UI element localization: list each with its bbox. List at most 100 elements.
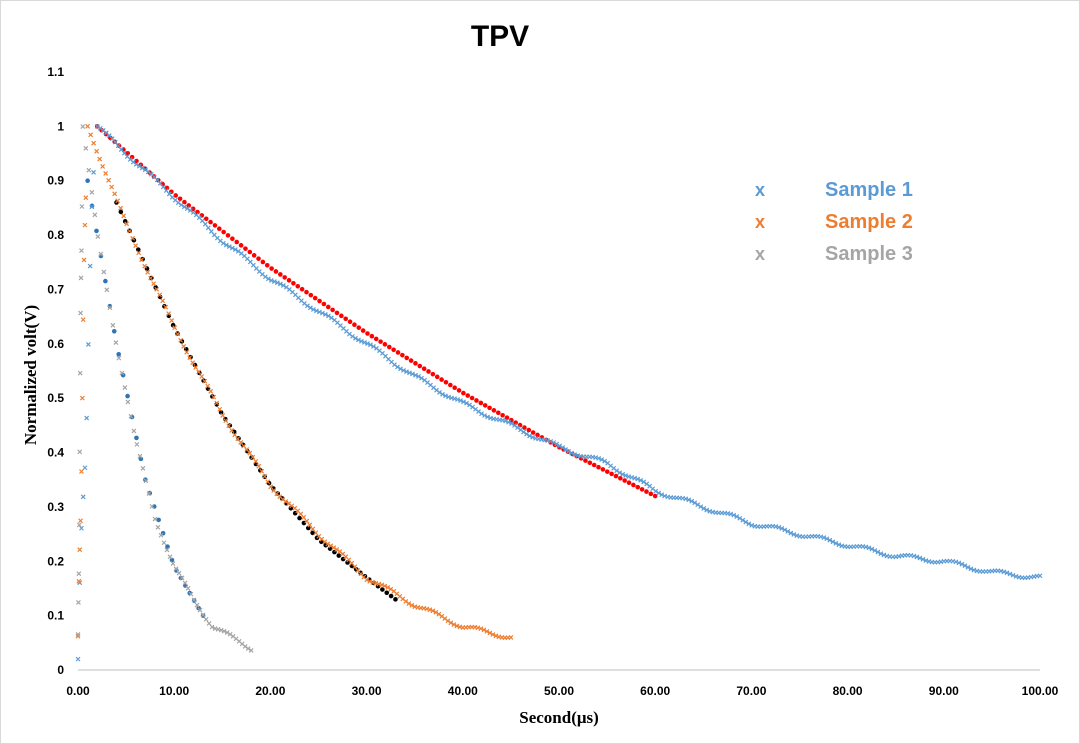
data-marker xyxy=(1010,572,1016,578)
data-marker xyxy=(80,124,86,129)
data-marker xyxy=(268,278,274,283)
data-marker xyxy=(128,413,134,419)
fit-point xyxy=(345,560,350,565)
data-marker xyxy=(1004,570,1010,576)
data-marker xyxy=(409,602,415,608)
data-marker xyxy=(527,433,533,439)
fit-point xyxy=(408,358,414,363)
data-marker xyxy=(406,601,412,606)
data-marker xyxy=(785,529,791,534)
data-marker xyxy=(112,139,118,145)
data-marker xyxy=(265,276,271,282)
data-marker xyxy=(80,494,86,500)
x-tick-label: 20.00 xyxy=(255,684,285,698)
fit-point xyxy=(330,307,335,313)
data-marker xyxy=(413,372,418,378)
data-marker xyxy=(701,506,707,511)
data-marker xyxy=(395,364,400,370)
data-marker xyxy=(91,169,97,175)
data-marker xyxy=(731,512,737,518)
data-marker xyxy=(869,546,875,552)
fit-point xyxy=(388,593,394,599)
data-marker xyxy=(416,374,421,379)
fit-point xyxy=(308,292,314,298)
data-marker xyxy=(313,308,319,314)
fit-point xyxy=(609,471,614,477)
data-marker xyxy=(478,626,484,632)
fit-point xyxy=(118,209,124,215)
data-marker xyxy=(833,540,839,546)
fit-point xyxy=(336,553,342,558)
data-marker xyxy=(110,322,116,328)
data-marker xyxy=(277,281,283,287)
fit-point xyxy=(221,229,226,235)
data-marker xyxy=(524,431,530,437)
fit-point xyxy=(382,342,388,347)
data-marker xyxy=(310,307,316,312)
data-marker xyxy=(1007,571,1013,577)
data-marker xyxy=(232,432,238,438)
y-tick-label: 0.3 xyxy=(47,500,64,514)
data-marker xyxy=(304,303,310,309)
fit-point xyxy=(85,178,90,184)
data-marker xyxy=(170,561,176,566)
data-marker xyxy=(554,441,560,447)
data-marker xyxy=(917,555,923,561)
data-marker xyxy=(353,335,358,341)
data-marker xyxy=(698,504,704,510)
fit-point xyxy=(395,350,401,355)
data-marker xyxy=(530,434,536,440)
data-marker xyxy=(461,399,466,405)
data-marker xyxy=(188,591,194,597)
data-marker xyxy=(572,452,578,457)
data-marker xyxy=(325,541,331,547)
fit-curve-3 xyxy=(85,178,206,618)
fit-point xyxy=(212,223,218,228)
fit-point xyxy=(487,405,492,411)
fit-point xyxy=(417,363,423,369)
data-marker xyxy=(224,630,230,635)
data-marker xyxy=(331,545,337,551)
data-marker xyxy=(146,491,152,497)
data-marker xyxy=(620,471,626,477)
data-marker xyxy=(503,418,508,424)
fit-point xyxy=(380,587,385,592)
data-marker xyxy=(148,275,154,281)
data-marker xyxy=(440,391,445,397)
data-marker xyxy=(112,191,118,197)
fit-point xyxy=(652,493,658,499)
data-marker xyxy=(551,440,557,445)
fit-point xyxy=(386,344,392,350)
data-marker xyxy=(508,635,514,640)
y-tick-label: 0 xyxy=(57,663,64,677)
data-marker xyxy=(167,554,173,560)
data-marker xyxy=(659,492,665,498)
data-marker xyxy=(521,429,527,435)
data-marker xyxy=(179,575,185,581)
data-marker xyxy=(109,184,115,190)
data-marker xyxy=(512,422,518,428)
fit-point xyxy=(278,272,283,277)
data-marker xyxy=(635,476,641,482)
data-marker xyxy=(121,213,127,219)
data-marker xyxy=(169,318,175,324)
fit-point xyxy=(169,557,175,563)
y-axis-label: Normalized volt(V) xyxy=(21,305,40,445)
data-marker xyxy=(125,399,131,405)
data-marker xyxy=(283,499,289,504)
data-marker xyxy=(91,140,97,146)
fit-point xyxy=(352,322,357,327)
data-marker xyxy=(914,554,920,560)
data-marker xyxy=(319,310,325,316)
data-marker xyxy=(689,498,695,504)
data-marker xyxy=(227,631,233,637)
data-marker xyxy=(157,292,163,298)
fit-point xyxy=(378,339,383,344)
data-marker xyxy=(455,397,460,402)
data-marker xyxy=(103,171,109,176)
data-marker xyxy=(371,343,376,349)
data-marker xyxy=(95,234,101,239)
data-marker xyxy=(78,310,84,316)
data-marker xyxy=(728,511,734,517)
data-marker xyxy=(218,627,224,633)
